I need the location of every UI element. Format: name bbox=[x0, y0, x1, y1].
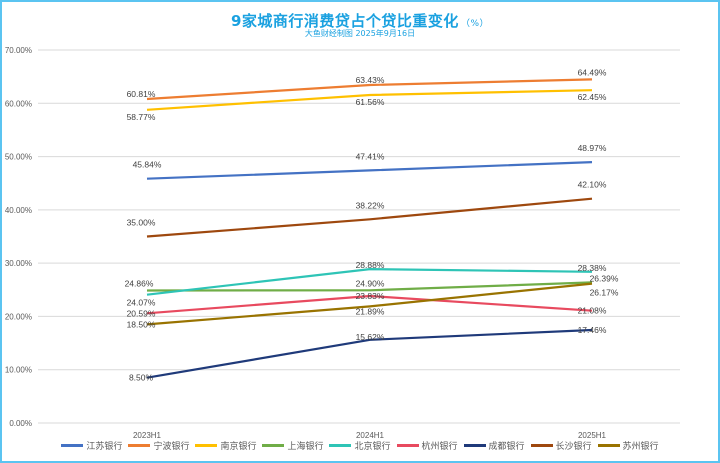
legend-swatch bbox=[329, 444, 352, 447]
legend-item: 成都银行 bbox=[463, 439, 525, 452]
legend: 江苏银行 宁波银行 南京银行 上海银行 北京银行 杭州银行 成都银行 长沙银行 苏州银行 bbox=[0, 439, 720, 452]
legend-item: 宁波银行 bbox=[128, 439, 189, 452]
chart-title: 9家城商行消费贷占个贷比重变化 （%） bbox=[0, 10, 720, 31]
legend-item: 长沙银行 bbox=[530, 439, 592, 452]
data-label: 28.88% bbox=[356, 260, 385, 270]
series-line-1 bbox=[146, 161, 593, 180]
legend-label: 宁波银行 bbox=[153, 442, 190, 452]
data-label: 8.50% bbox=[129, 373, 154, 383]
data-label: 64.49% bbox=[578, 67, 607, 77]
x-tick-label: 2024H1 bbox=[356, 431, 385, 440]
series-line-5 bbox=[146, 268, 593, 296]
y-tick-label: 30.00% bbox=[5, 259, 32, 268]
legend-label: 江苏银行 bbox=[86, 442, 123, 452]
data-label: 20.59% bbox=[127, 308, 156, 318]
x-axis-ticks: 2023H1 2024H1 2025H1 bbox=[133, 431, 607, 440]
y-tick-label: 20.00% bbox=[5, 312, 32, 321]
series-line-6 bbox=[146, 294, 593, 315]
data-label: 21.89% bbox=[356, 306, 385, 316]
legend-swatch bbox=[128, 444, 151, 447]
legend-label: 成都银行 bbox=[488, 442, 525, 452]
data-label: 24.07% bbox=[127, 298, 156, 308]
data-label: 24.86% bbox=[125, 279, 154, 289]
series-line-9 bbox=[146, 282, 593, 326]
legend-label: 杭州银行 bbox=[421, 442, 458, 452]
legend-swatch bbox=[195, 444, 218, 447]
legend-swatch bbox=[463, 444, 486, 447]
series-line-2 bbox=[146, 78, 593, 101]
data-label: 58.77% bbox=[127, 112, 156, 122]
series-line-7 bbox=[146, 328, 593, 379]
data-label: 28.38% bbox=[578, 263, 607, 273]
legend-label: 南京银行 bbox=[220, 442, 257, 452]
legend-item: 杭州银行 bbox=[396, 439, 458, 452]
data-label: 35.00% bbox=[127, 218, 156, 228]
chart-title-text: 9家城商行消费贷占个贷比重变化 bbox=[230, 12, 459, 30]
legend-item: 上海银行 bbox=[262, 439, 323, 452]
data-label: 62.45% bbox=[578, 92, 607, 102]
gridlines bbox=[38, 49, 680, 424]
legend-item: 江苏银行 bbox=[61, 439, 122, 452]
legend-swatch bbox=[396, 444, 419, 447]
data-label: 47.41% bbox=[356, 151, 385, 161]
legend-item: 北京银行 bbox=[329, 439, 391, 452]
legend-swatch bbox=[61, 444, 84, 447]
data-label: 42.10% bbox=[578, 180, 607, 190]
data-label: 60.81% bbox=[127, 89, 156, 99]
series-line-3 bbox=[146, 89, 593, 111]
data-label: 17.46% bbox=[578, 325, 607, 335]
data-label: 21.08% bbox=[578, 306, 607, 316]
series-line-4 bbox=[146, 281, 593, 292]
data-label: 63.43% bbox=[356, 75, 385, 85]
legend-item: 苏州银行 bbox=[597, 439, 659, 452]
legend-label: 上海银行 bbox=[287, 442, 324, 452]
data-label: 61.56% bbox=[356, 97, 385, 107]
data-label: 45.84% bbox=[133, 160, 162, 170]
chart-subtitle: 大鱼财经制图 2025年9月16日 bbox=[304, 29, 416, 38]
data-labels: 45.84% 47.41% 48.97% 60.81% 63.43% 64.49% 58.7… bbox=[125, 67, 619, 382]
y-tick-label: 0.00% bbox=[9, 419, 32, 428]
y-tick-label: 10.00% bbox=[5, 366, 32, 375]
legend-swatch bbox=[530, 444, 553, 447]
x-tick-label: 2025H1 bbox=[578, 431, 607, 440]
y-tick-label: 40.00% bbox=[5, 206, 32, 215]
data-label: 26.17% bbox=[590, 288, 619, 298]
data-label: 23.83% bbox=[356, 291, 385, 301]
legend-label: 北京银行 bbox=[354, 442, 391, 452]
y-axis-ticks: 0.00% 10.00% 20.00% 30.00% 40.00% 50.00% 60.00… bbox=[5, 46, 32, 428]
data-label: 26.39% bbox=[590, 273, 619, 283]
chart-title-unit: （%） bbox=[460, 19, 489, 29]
data-label: 48.97% bbox=[578, 143, 607, 153]
legend-label: 长沙银行 bbox=[555, 442, 592, 452]
legend-swatch bbox=[597, 444, 620, 447]
legend-label: 苏州银行 bbox=[622, 442, 659, 452]
y-tick-label: 60.00% bbox=[5, 99, 32, 108]
x-tick-label: 2023H1 bbox=[133, 431, 162, 440]
legend-swatch bbox=[262, 444, 285, 447]
data-label: 38.22% bbox=[356, 200, 385, 210]
series-line-8 bbox=[146, 197, 593, 238]
y-tick-label: 70.00% bbox=[5, 46, 32, 55]
data-label: 15.62% bbox=[356, 332, 385, 342]
legend-item: 南京银行 bbox=[195, 439, 256, 452]
series-lines bbox=[146, 78, 593, 379]
y-tick-label: 50.00% bbox=[5, 153, 32, 162]
data-label: 18.50% bbox=[127, 319, 156, 329]
data-label: 24.90% bbox=[356, 278, 385, 288]
